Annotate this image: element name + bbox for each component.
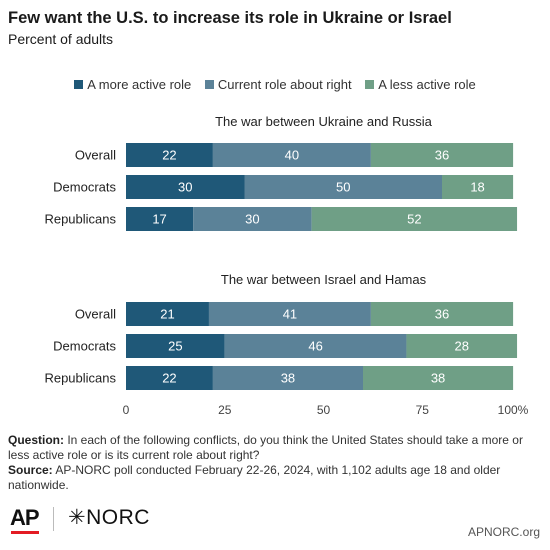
x-tick-label-75: 75 — [416, 403, 430, 417]
data-label-0-overall-current-role-about-right: 40 — [285, 148, 299, 163]
norc-logo: ✳NORC — [68, 506, 150, 529]
legend-label-less-active: A less active role — [378, 77, 476, 92]
data-label-1-democrats-a-less-active-role: 28 — [455, 339, 469, 354]
category-label-republicans: Republicans — [44, 371, 116, 386]
source-note: Source: AP-NORC poll conducted February … — [8, 463, 544, 493]
data-label-1-democrats-a-more-active-role: 25 — [168, 339, 182, 354]
question-label: Question: — [8, 433, 64, 447]
data-label-1-overall-current-role-about-right: 41 — [283, 307, 297, 322]
legend-item-less-active: A less active role — [365, 77, 476, 92]
bar-1-republicans-a-less-active-role — [363, 366, 514, 390]
x-tick-label-50: 50 — [317, 403, 331, 417]
bar-0-overall-a-more-active-role — [126, 143, 213, 167]
panel-title-1: The war between Israel and Hamas — [221, 272, 427, 287]
bar-1-democrats-current-role-about-right — [224, 334, 407, 358]
bar-1-democrats-a-less-active-role — [406, 334, 518, 358]
notes: Question: In each of the following confl… — [8, 433, 544, 493]
source-label: Source: — [8, 463, 53, 477]
bar-0-republicans-current-role-about-right — [193, 207, 312, 231]
category-label-overall: Overall — [75, 307, 116, 322]
bar-1-overall-current-role-about-right — [208, 302, 371, 326]
chart-subtitle: Percent of adults — [8, 31, 114, 47]
legend-label-about-right: Current role about right — [217, 77, 352, 92]
data-label-0-republicans-a-less-active-role: 52 — [407, 212, 421, 227]
bar-0-overall-a-less-active-role — [370, 143, 514, 167]
category-label-republicans: Republicans — [44, 212, 116, 227]
bar-0-democrats-a-less-active-role — [442, 175, 514, 199]
x-tick-label-100: 100% — [498, 403, 529, 417]
data-label-0-democrats-current-role-about-right: 50 — [336, 180, 350, 195]
x-tick-label-25: 25 — [218, 403, 232, 417]
data-label-0-democrats-a-less-active-role: 18 — [470, 180, 484, 195]
data-label-1-republicans-current-role-about-right: 38 — [281, 371, 295, 386]
category-label-overall: Overall — [75, 148, 116, 163]
source-text: AP-NORC poll conducted February 22-26, 2… — [8, 463, 501, 492]
bar-1-republicans-current-role-about-right — [212, 366, 363, 390]
data-label-0-overall-a-more-active-role: 22 — [162, 148, 176, 163]
category-label-democrats: Democrats — [53, 339, 116, 354]
legend: A more active role Current role about ri… — [0, 77, 550, 92]
bar-1-democrats-a-more-active-role — [126, 334, 225, 358]
site-url: APNORC.org — [467, 525, 540, 539]
panel-title-0: The war between Ukraine and Russia — [215, 114, 433, 129]
bar-0-republicans-a-less-active-role — [311, 207, 518, 231]
category-label-democrats: Democrats — [53, 180, 116, 195]
legend-item-more-active: A more active role — [74, 77, 191, 92]
ap-logo: AP — [10, 505, 40, 530]
bar-0-democrats-current-role-about-right — [244, 175, 442, 199]
legend-label-more-active: A more active role — [87, 77, 192, 92]
logo-divider — [53, 507, 54, 531]
bar-1-overall-a-less-active-role — [370, 302, 514, 326]
data-label-0-republicans-current-role-about-right: 30 — [245, 212, 259, 227]
data-label-1-overall-a-less-active-role: 36 — [435, 307, 449, 322]
question-note: Question: In each of the following confl… — [8, 433, 544, 463]
stacked-bar-chart: The war between Ukraine and Russia Overal… — [44, 114, 529, 417]
data-label-1-overall-a-more-active-role: 21 — [160, 307, 174, 322]
legend-swatch-about-right — [204, 80, 214, 89]
data-label-0-overall-a-less-active-role: 36 — [435, 148, 449, 163]
legend-swatch-more-active — [74, 80, 84, 89]
legend-item-about-right: Current role about right — [204, 77, 352, 92]
data-label-1-democrats-current-role-about-right: 46 — [308, 339, 322, 354]
question-text: In each of the following conflicts, do y… — [8, 433, 523, 462]
bar-0-republicans-a-more-active-role — [126, 207, 194, 231]
data-label-0-democrats-a-more-active-role: 30 — [178, 180, 192, 195]
data-label-1-republicans-a-less-active-role: 38 — [431, 371, 445, 386]
bar-0-overall-current-role-about-right — [212, 143, 371, 167]
x-tick-label-0: 0 — [123, 403, 130, 417]
bar-1-overall-a-more-active-role — [126, 302, 209, 326]
bar-0-democrats-a-more-active-role — [126, 175, 245, 199]
ap-logo-underline — [11, 531, 39, 534]
data-label-1-republicans-a-more-active-role: 22 — [162, 371, 176, 386]
legend-swatch-less-active — [365, 80, 375, 89]
chart-title: Few want the U.S. to increase its role i… — [8, 9, 452, 27]
bar-1-republicans-a-more-active-role — [126, 366, 213, 390]
data-label-0-republicans-a-more-active-role: 17 — [152, 212, 166, 227]
